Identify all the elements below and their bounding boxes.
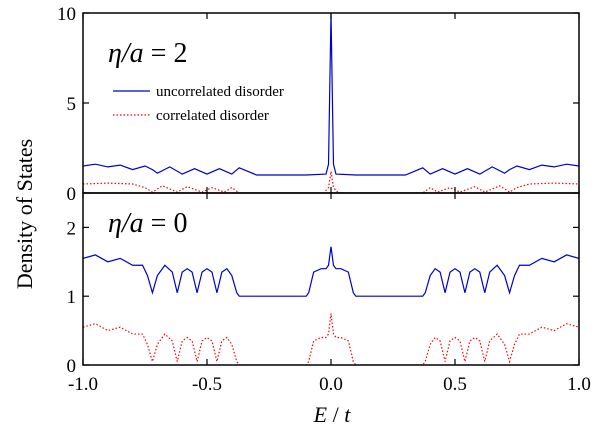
x-axis-label-part-1: E: [313, 402, 328, 427]
x-tick-label: 0.5: [443, 374, 467, 395]
bottom-panel: η/a = 0 0 1 2 -1.0 -0.5 0.0 0.5 1.0: [67, 192, 591, 395]
x-tick-label: 1.0: [567, 374, 591, 395]
bottom-y-tick-label: 0: [67, 356, 77, 377]
y-axis-label: Density of States: [12, 139, 37, 289]
bottom-annotation-value: = 0: [144, 208, 188, 239]
x-tick-label: 0.0: [319, 374, 343, 395]
top-y-tick-label: 5: [67, 94, 77, 115]
top-panel-annotation: η/a = 2: [108, 38, 187, 69]
x-axis-label-part-2: t: [344, 402, 351, 427]
top-y-tick-label: 10: [57, 4, 76, 25]
legend-uncorrelated-label: uncorrelated disorder: [156, 84, 284, 100]
bottom-panel-annotation: η/a = 0: [108, 208, 187, 239]
x-tick-label: -1.0: [68, 374, 98, 395]
bottom-y-tick-label: 2: [67, 218, 77, 239]
bottom-series-correlated-line: [83, 313, 579, 365]
legend-correlated-label: correlated disorder: [156, 108, 269, 124]
top-series-correlated-line: [83, 171, 579, 193]
top-annotation-italic: η/a: [108, 38, 144, 69]
top-panel: η/a = 2 uncorrelated disorder correlated…: [57, 4, 580, 205]
bottom-series-uncorrelated-line: [83, 246, 579, 297]
bottom-y-tick-label: 1: [67, 287, 77, 308]
top-y-tick-label: 0: [67, 184, 77, 205]
top-series-uncorrelated-line: [83, 13, 579, 176]
x-axis-label: E / t: [313, 402, 352, 427]
bottom-annotation-italic: η/a: [108, 208, 144, 239]
top-annotation-value: = 2: [144, 38, 188, 69]
x-axis-label-sep: /: [327, 402, 344, 427]
top-legend: uncorrelated disorder correlated disorde…: [113, 84, 284, 124]
x-tick-label: -0.5: [192, 374, 222, 395]
